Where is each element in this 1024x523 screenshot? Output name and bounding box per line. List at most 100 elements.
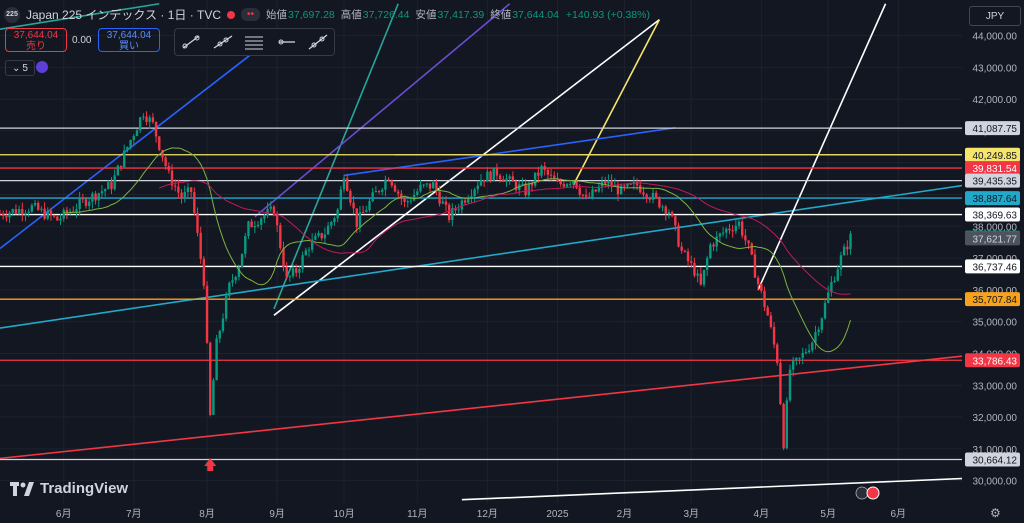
price-level-tag[interactable] [965,259,1020,274]
candle-body [326,225,330,235]
candle-body [527,183,530,196]
horizontal-ray-icon[interactable] [275,33,297,51]
candle-body [795,357,798,361]
candle-body [705,258,709,270]
candle-body [470,196,473,199]
sell-price: 37,644.04 [13,30,59,41]
high-label: 高値 [340,9,362,21]
earnings-event-icon[interactable] [866,486,880,500]
candle-body [358,212,362,228]
drawing-lines[interactable] [0,2,988,501]
price-tick-label: 32,000.00 [973,413,1018,424]
candle-body [753,254,757,278]
drawing-trend-line[interactable] [757,3,887,291]
candle-body [260,218,263,225]
price-level-tag[interactable] [965,353,1020,368]
buy-button[interactable]: 37,644.04 買い [98,28,160,52]
candle-body [604,181,607,184]
candle-body [502,179,505,182]
candle-body [323,234,327,239]
candle-body [279,225,282,249]
candle-body [282,248,285,267]
drawing-trend-line[interactable] [0,180,988,329]
price-level-tag[interactable] [965,207,1020,222]
signal-arrow-icon [204,458,217,466]
globe-icon[interactable] [36,61,48,73]
market-status-dot[interactable] [227,10,236,19]
drawing-trend-line[interactable] [0,2,160,30]
candle-body [798,357,801,359]
chevron-down-icon: ⌄ [12,62,21,74]
candle-body [578,188,581,195]
candle-body [725,228,728,233]
candle-body [511,176,515,182]
price-level-tag[interactable] [965,191,1020,206]
candle-body [310,239,314,250]
candle-body [151,117,155,122]
ray-icon[interactable] [212,33,234,51]
sell-button[interactable]: 37,644.04 売り [5,28,67,52]
candle-body [537,172,540,176]
price-level-tag[interactable] [965,147,1020,162]
candle-body [559,181,562,185]
spread-value: 0.00 [72,35,92,46]
candle-body [419,184,422,192]
price-level-tag[interactable] [965,452,1020,467]
candle-body [62,209,65,219]
candle-body [508,176,511,179]
gear-icon[interactable]: ⚙ [990,506,1001,520]
price-level-tag[interactable] [965,121,1020,136]
candle-body [247,221,250,237]
indicator-toggle[interactable]: ⌄ 5 [5,60,35,76]
extended-line-icon[interactable] [307,33,329,51]
symbol-title[interactable]: Japan 225 インデックス · 1日 · TVC [26,8,222,22]
price-axis[interactable]: 44,000.0043,000.0042,000.0041,000.0040,0… [962,0,1024,523]
price-level-tag[interactable] [965,173,1020,188]
time-axis-bg [0,503,1024,523]
candle-body [170,170,174,186]
low-label: 安値 [415,9,437,21]
fib-retracement-icon[interactable] [243,33,265,51]
price-level-tag[interactable] [965,161,1020,176]
candle-body [750,243,753,255]
candle-body [492,167,495,181]
trend-line-icon[interactable] [180,33,202,51]
price-level-tag[interactable] [965,231,1020,246]
drawing-trend-line[interactable] [572,19,661,186]
time-tick-label: 7月 [126,508,142,520]
drawing-trend-line[interactable] [461,476,988,501]
currency-selector[interactable]: JPY [969,6,1021,26]
candle-body [785,400,789,449]
candle-body [568,183,572,185]
candle-body [533,172,537,186]
price-level-tag[interactable] [965,292,1020,307]
candle-body [263,215,266,219]
close-value: 37,644.04 [512,9,559,21]
candle-body [686,251,690,262]
candle-body [412,194,416,201]
brand-name: TradingView [40,480,129,497]
candle-body [549,174,553,176]
visibility-toggle[interactable]: •• [241,8,261,21]
time-axis[interactable]: 6月 7月 8月 9月 10月 11月 12月 2025 2月 3月 4月 5月 6月 [0,503,1024,523]
candle-body [291,268,295,277]
event-icon[interactable] [855,486,869,500]
candle-body [836,269,839,281]
symbol-logo[interactable]: 225 [4,6,20,23]
candle-body [422,184,425,186]
drawing-trend-line[interactable] [273,3,399,310]
candle-body [167,165,171,171]
drawing-trend-line[interactable] [0,352,988,460]
candle-body [202,258,206,286]
time-tick-label: 3月 [683,508,699,520]
candle-body [266,208,269,216]
candle-body [760,283,763,292]
candle-body [110,182,113,190]
candle-body [368,201,371,211]
candle-body [333,218,336,222]
candle-body [129,139,132,147]
candle-body [654,192,658,198]
price-tick-label: 44,000.00 [973,32,1018,43]
candle-body [0,213,2,215]
